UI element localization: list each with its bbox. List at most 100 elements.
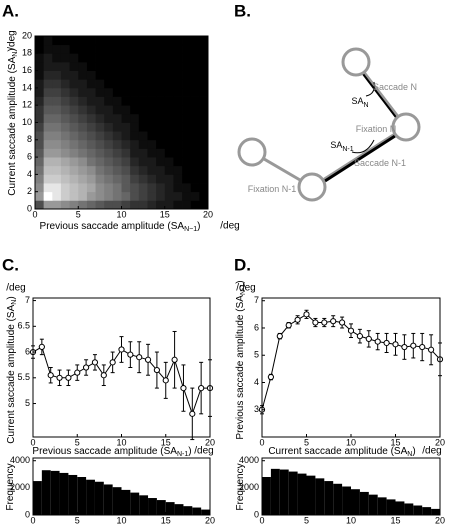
data-point bbox=[401, 343, 408, 351]
x-tick-label: 5 bbox=[76, 209, 81, 219]
label: SAN bbox=[351, 96, 368, 109]
heatmap-cell bbox=[182, 105, 192, 115]
heatmap-cell bbox=[130, 105, 140, 115]
heatmap-cell bbox=[69, 183, 79, 193]
heatmap-cell bbox=[190, 87, 200, 97]
y-tick-label: 6 bbox=[254, 322, 259, 332]
panel-label: C. bbox=[2, 255, 19, 274]
heatmap-cell bbox=[69, 61, 79, 71]
data-point bbox=[118, 346, 125, 353]
x-tick-label: 10 bbox=[116, 515, 126, 524]
heatmap-cell bbox=[86, 79, 96, 89]
data-point bbox=[109, 359, 116, 366]
heatmap-cell bbox=[35, 122, 45, 132]
heatmap-cell bbox=[182, 183, 192, 193]
heatmap-cell bbox=[173, 61, 183, 71]
axis-unit: /deg bbox=[194, 446, 213, 457]
heatmap-cell bbox=[104, 183, 114, 193]
heatmap-cell bbox=[156, 61, 166, 71]
heatmap-cell bbox=[164, 44, 174, 54]
heatmap-cell bbox=[173, 105, 183, 115]
heatmap-cell bbox=[104, 79, 114, 89]
heatmap-cell bbox=[138, 157, 148, 167]
data-point bbox=[74, 369, 81, 376]
heatmap-cell bbox=[43, 44, 53, 54]
y-tick-label: 0 bbox=[25, 509, 30, 519]
data-point bbox=[383, 339, 390, 347]
heatmap-cell bbox=[35, 174, 45, 184]
heatmap-cell bbox=[95, 183, 105, 193]
histogram-bar bbox=[431, 508, 440, 515]
heatmap-cell bbox=[104, 157, 114, 167]
heatmap-cell bbox=[95, 191, 105, 201]
heatmap-cell bbox=[138, 183, 148, 193]
heatmap-cell bbox=[112, 183, 122, 193]
heatmap-cell bbox=[121, 44, 131, 54]
heatmap-cell bbox=[147, 105, 157, 115]
heatmap-cell bbox=[182, 191, 192, 201]
heatmap-cell bbox=[138, 36, 148, 46]
heatmap-cell bbox=[173, 87, 183, 97]
data-point bbox=[198, 384, 205, 392]
histogram-bar bbox=[41, 470, 51, 515]
heatmap-cell bbox=[104, 174, 114, 184]
heatmap-cell bbox=[43, 191, 53, 201]
histogram-bar bbox=[288, 471, 298, 515]
label-text: ) bbox=[412, 446, 415, 457]
x-tick-label: 20 bbox=[205, 437, 215, 447]
heatmap-cell bbox=[35, 200, 45, 210]
axis-unit: /deg bbox=[236, 283, 255, 294]
heatmap-cell bbox=[156, 165, 166, 175]
data-point bbox=[136, 354, 143, 361]
histogram-bar bbox=[386, 499, 396, 515]
heatmap-cell bbox=[69, 96, 79, 106]
label-text: Frequency bbox=[5, 463, 16, 510]
heatmap-cell bbox=[164, 139, 174, 149]
heatmap-cell bbox=[138, 53, 148, 63]
fixation bbox=[391, 112, 421, 142]
heatmap-cell bbox=[147, 79, 157, 89]
heatmap-cell bbox=[190, 105, 200, 115]
heatmap-cell bbox=[52, 79, 62, 89]
heatmap-cell bbox=[138, 165, 148, 175]
heatmap-cell bbox=[182, 36, 192, 46]
heatmap-cell bbox=[173, 165, 183, 175]
heatmap-cell bbox=[190, 200, 200, 210]
histogram-bar bbox=[306, 475, 316, 515]
heatmap-cell bbox=[156, 87, 166, 97]
histogram-bar bbox=[324, 481, 334, 515]
heatmap-cell bbox=[164, 183, 174, 193]
label-text: Fixation N bbox=[356, 124, 397, 134]
heatmap-cell bbox=[190, 79, 200, 89]
heatmap-cell bbox=[164, 61, 174, 71]
heatmap-cell bbox=[121, 157, 131, 167]
panel-label: A. bbox=[2, 1, 19, 20]
heatmap-cell bbox=[164, 70, 174, 80]
data-point bbox=[47, 372, 54, 379]
heatmap-cell bbox=[130, 148, 140, 158]
heatmap-cell bbox=[190, 36, 200, 46]
heatmap-cell bbox=[86, 44, 96, 54]
heatmap-cell bbox=[69, 105, 79, 115]
heatmap-cell bbox=[130, 139, 140, 149]
heatmap-cell bbox=[52, 165, 62, 175]
heatmap-cell bbox=[86, 148, 96, 158]
heatmap-cell bbox=[60, 44, 70, 54]
heatmap-cell bbox=[104, 113, 114, 123]
heatmap-cell bbox=[95, 79, 105, 89]
heatmap-cell bbox=[121, 53, 131, 63]
heatmap-cell bbox=[138, 113, 148, 123]
data-point bbox=[91, 359, 99, 366]
x-tick-label: 15 bbox=[161, 437, 171, 447]
heatmap-cell bbox=[138, 148, 148, 158]
heatmap-cell bbox=[147, 139, 157, 149]
heatmap-cell bbox=[43, 165, 53, 175]
data-point bbox=[171, 356, 178, 363]
label-subscript: N-1 bbox=[342, 146, 353, 153]
data-point bbox=[153, 366, 160, 374]
y-tick-label: 12 bbox=[22, 100, 32, 110]
heatmap-cell bbox=[121, 96, 131, 106]
heatmap-cell bbox=[104, 70, 114, 80]
heatmap-cell bbox=[43, 148, 53, 158]
y-tick-label: 0 bbox=[27, 203, 32, 213]
